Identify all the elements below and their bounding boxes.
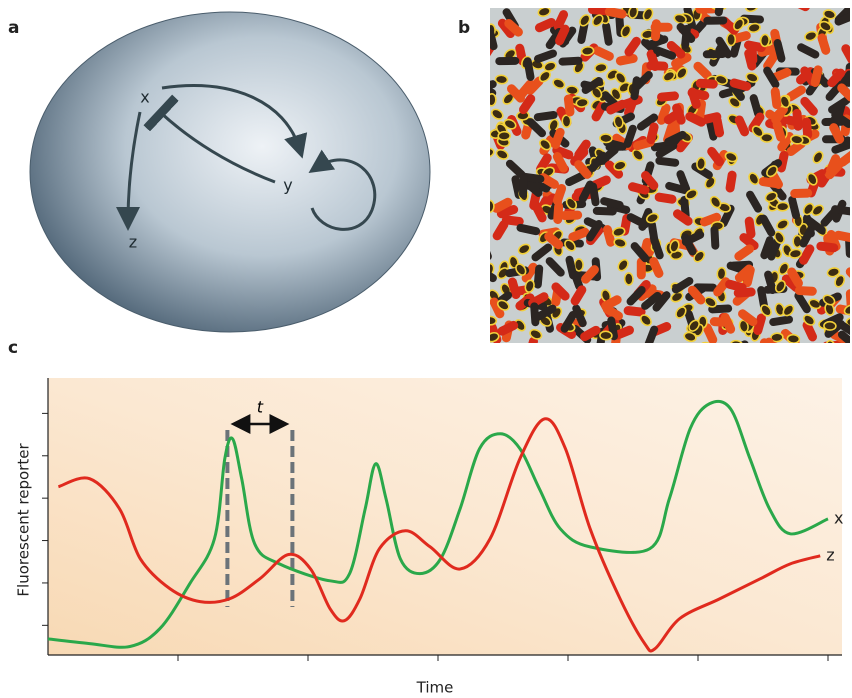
plot-background bbox=[48, 378, 842, 655]
bacterium bbox=[487, 94, 496, 106]
bacterium bbox=[600, 331, 612, 340]
bacterium bbox=[795, 286, 817, 296]
spore bbox=[485, 200, 494, 212]
interval-label: t bbox=[257, 398, 264, 417]
cell-body bbox=[495, 57, 519, 65]
bacterium bbox=[776, 202, 788, 211]
node-label: y bbox=[283, 176, 292, 195]
panel-label: a bbox=[8, 18, 19, 38]
cell-body bbox=[710, 226, 719, 250]
bacterium bbox=[651, 19, 662, 42]
cell-body bbox=[790, 188, 812, 198]
cell-body bbox=[560, 210, 582, 220]
spore bbox=[575, 259, 584, 271]
bacterium bbox=[710, 226, 719, 250]
spore bbox=[581, 46, 594, 56]
spore bbox=[727, 33, 736, 45]
panel-label: c bbox=[8, 338, 18, 358]
cell-body bbox=[703, 16, 727, 24]
cell-body bbox=[710, 317, 732, 327]
spore bbox=[498, 131, 510, 140]
spore bbox=[696, 157, 705, 170]
spore bbox=[787, 334, 800, 343]
panel-label: b bbox=[458, 18, 470, 38]
bacterium bbox=[710, 317, 732, 327]
spore bbox=[624, 273, 633, 285]
spore bbox=[600, 331, 612, 340]
bacterium bbox=[558, 57, 582, 66]
bacterium bbox=[696, 157, 705, 170]
bacterium bbox=[498, 131, 510, 140]
bacterium bbox=[760, 34, 769, 47]
spore bbox=[824, 321, 836, 330]
series-label: x bbox=[834, 508, 843, 527]
spore bbox=[760, 34, 769, 47]
spore bbox=[495, 75, 508, 84]
bacterium bbox=[495, 57, 519, 65]
node-label: x bbox=[140, 88, 149, 107]
bacterium bbox=[575, 259, 584, 271]
bacterium bbox=[600, 134, 612, 143]
bacterium bbox=[581, 46, 594, 56]
bacterium bbox=[703, 16, 727, 24]
cell-body bbox=[795, 286, 817, 296]
figure: a b c x y z Time Fluorescent reporter t x… bbox=[0, 0, 852, 698]
bacterium bbox=[560, 210, 582, 220]
bacterium bbox=[696, 78, 719, 89]
cell-body bbox=[703, 50, 727, 58]
cell bbox=[30, 12, 430, 332]
bacterium bbox=[485, 200, 494, 212]
bacterium bbox=[495, 75, 508, 84]
spore bbox=[776, 202, 788, 211]
y-axis-title: Fluorescent reporter bbox=[15, 443, 33, 597]
cell-body bbox=[519, 174, 528, 198]
spore bbox=[487, 94, 496, 106]
node-label: z bbox=[129, 233, 137, 252]
micrograph bbox=[472, 0, 852, 359]
x-axis-title: Time bbox=[416, 679, 454, 697]
bacterium bbox=[703, 50, 727, 58]
network-diagram: x y z bbox=[30, 12, 430, 332]
cell-body bbox=[733, 287, 756, 298]
spore bbox=[562, 115, 571, 127]
cell-body bbox=[558, 57, 582, 66]
spore bbox=[484, 316, 496, 325]
bacterium bbox=[787, 334, 800, 343]
spore bbox=[600, 134, 612, 143]
bacterium bbox=[824, 321, 836, 330]
bacterium bbox=[733, 287, 756, 298]
cell-body bbox=[696, 78, 719, 89]
cell-body bbox=[651, 19, 662, 42]
bacterium bbox=[484, 316, 496, 325]
bacterium bbox=[562, 115, 571, 127]
bacterium bbox=[790, 188, 812, 198]
series-label: z bbox=[826, 545, 834, 564]
bacterium bbox=[624, 273, 633, 285]
bacterium bbox=[727, 33, 736, 45]
bacterium bbox=[519, 174, 528, 198]
